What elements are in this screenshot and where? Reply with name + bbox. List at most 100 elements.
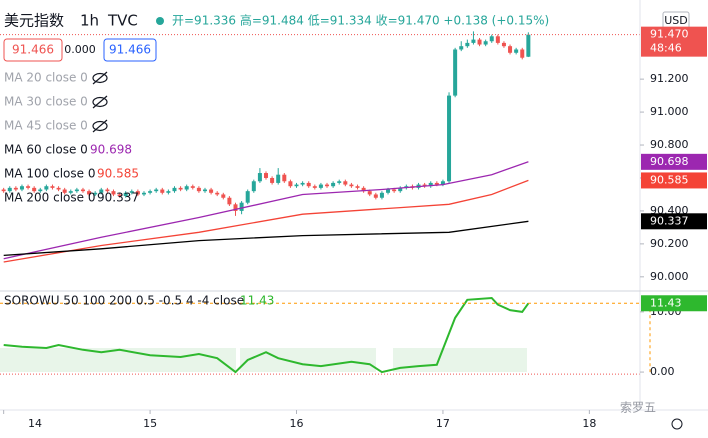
y-tick-label: 91.200 [650, 72, 689, 85]
candle-body [465, 42, 470, 47]
indicator-value-box [641, 295, 707, 312]
ma-value-label: 90.337 [650, 214, 689, 227]
candle-body [477, 39, 482, 45]
y-tick-label: 91.000 [650, 105, 689, 118]
y-tick-label: 90.000 [650, 270, 689, 283]
watermark: 索罗五 [620, 401, 656, 415]
candle-body [325, 184, 330, 187]
legend-ma30: MA 30 close 0 [4, 95, 88, 109]
candle-body [471, 39, 476, 43]
settings-icon[interactable] [671, 418, 683, 430]
candle-body [117, 194, 122, 197]
candle-body [520, 49, 525, 58]
legend-ma60-value: 90.698 [90, 143, 132, 157]
candle-body [68, 191, 73, 193]
indicator-value-label: 11.43 [650, 296, 682, 309]
candle-body [239, 202, 244, 211]
candle-body [276, 174, 281, 183]
candle-body [489, 36, 494, 42]
ma-value-box [641, 213, 707, 230]
candle-body [514, 49, 519, 53]
buy-price: 91.466 [109, 43, 151, 57]
candle-body [196, 187, 201, 192]
candle-body [221, 194, 226, 198]
candle-body [87, 191, 92, 195]
candle-body [209, 189, 214, 193]
candle-body [526, 34, 531, 57]
ohlc: 开=91.336 高=91.484 低=91.334 收=91.470 +0.1… [172, 13, 549, 28]
series-line [3, 296, 530, 374]
candle-body [202, 189, 207, 192]
candle-body [300, 182, 305, 185]
candle-body [312, 186, 317, 188]
candle-body [501, 42, 506, 47]
candle-body [447, 95, 452, 182]
candle-body [233, 204, 238, 211]
candle-body [160, 189, 165, 193]
candle-body [379, 192, 384, 198]
currency: USD [664, 14, 688, 27]
status-dot [156, 17, 164, 25]
candle-body [13, 187, 18, 190]
legend-ma45: MA 45 close 0 [4, 119, 88, 133]
candle-body [343, 181, 348, 185]
candle-body [80, 189, 85, 192]
zone-band [240, 348, 376, 372]
countdown: 48:46 [650, 42, 682, 55]
legend-ma60: MA 60 close 0 [4, 143, 88, 157]
y-tick-label: 0.00 [650, 365, 675, 378]
candle-body [508, 46, 513, 53]
candle-body [44, 186, 49, 190]
candle-body [135, 191, 140, 195]
candle-body [306, 182, 311, 187]
candle-body [282, 174, 287, 182]
candle-body [7, 187, 12, 192]
zone-band [0, 348, 236, 372]
candle-body [99, 189, 104, 193]
candle-body [93, 192, 98, 195]
candle-body [74, 189, 79, 192]
legend-indicator-value: 11.43 [240, 294, 274, 308]
candle-body [154, 189, 159, 192]
candle-body [373, 194, 378, 198]
legend-ma20: MA 20 close 0 [4, 71, 88, 85]
candle-body [148, 191, 153, 193]
candle-body [349, 184, 354, 187]
candle-body [294, 184, 299, 187]
candle-body [215, 192, 220, 195]
candle-body [105, 189, 110, 192]
candle-body [264, 173, 269, 178]
candle-body [251, 181, 256, 192]
y-tick-label: 90.800 [650, 138, 689, 151]
candle-body [227, 197, 232, 205]
candle-body [1, 189, 6, 192]
candle-body [453, 49, 458, 96]
x-tick-label: 16 [290, 417, 304, 430]
candle-body [434, 182, 439, 185]
candle-body [367, 191, 372, 195]
candle-body [257, 173, 262, 182]
buy-box[interactable] [103, 38, 157, 62]
candle-body [50, 186, 55, 188]
candle-body [440, 181, 445, 185]
legend-ma100: MA 100 close 0 [4, 167, 95, 181]
eye-icons[interactable] [92, 71, 108, 133]
sell-box[interactable] [3, 38, 63, 62]
x-tick-label: 17 [436, 417, 450, 430]
candle-body [483, 41, 488, 45]
legend-ma200-value: 90.337 [97, 191, 139, 205]
candle-body [123, 192, 128, 197]
candle-body [26, 186, 31, 188]
ma-value-label: 90.585 [650, 173, 689, 186]
candle-body [459, 46, 464, 50]
candle-body [62, 189, 67, 193]
legend-ma100-value: 90.585 [97, 167, 139, 181]
legend-ma200: MA 200 close 0 [4, 191, 95, 205]
candle-body [361, 187, 366, 192]
candle-body [56, 187, 61, 190]
legend-indicator: SOROWU 50 100 200 0.5 -0.5 4 -4 close [4, 294, 244, 308]
y-tick-label: 90.200 [650, 237, 689, 250]
source: TVC [107, 12, 138, 30]
candle-body [178, 187, 183, 190]
